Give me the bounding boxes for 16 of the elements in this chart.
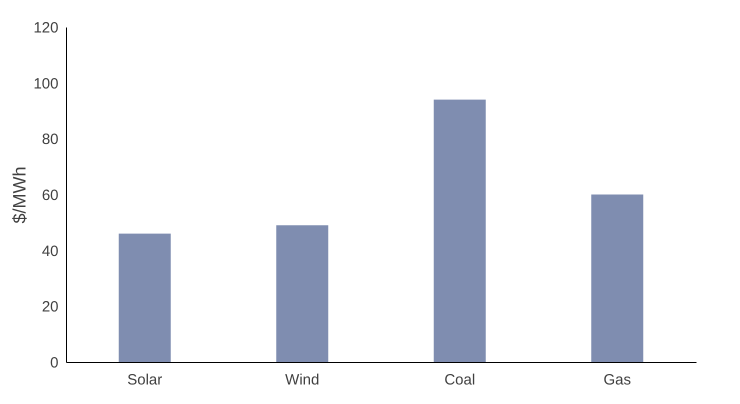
y-tick-label: 100 (33, 75, 58, 92)
y-axis-title: $/MWh (9, 166, 30, 224)
x-tick-label: Coal (444, 372, 476, 388)
bar (118, 234, 171, 362)
y-tick-label: 80 (42, 131, 58, 148)
y-tick-label: 20 (42, 298, 58, 316)
x-tick-label: Solar (127, 372, 162, 388)
y-tick-label: 40 (42, 242, 58, 260)
bar (591, 194, 644, 362)
x-tick-label: Wind (285, 372, 320, 388)
y-tick-label: 0 (50, 354, 58, 372)
bar (276, 225, 328, 362)
bar (434, 100, 486, 362)
y-tick-label: 120 (33, 20, 58, 36)
x-tick-label: Gas (603, 372, 632, 388)
y-tick-label: 60 (42, 187, 58, 204)
